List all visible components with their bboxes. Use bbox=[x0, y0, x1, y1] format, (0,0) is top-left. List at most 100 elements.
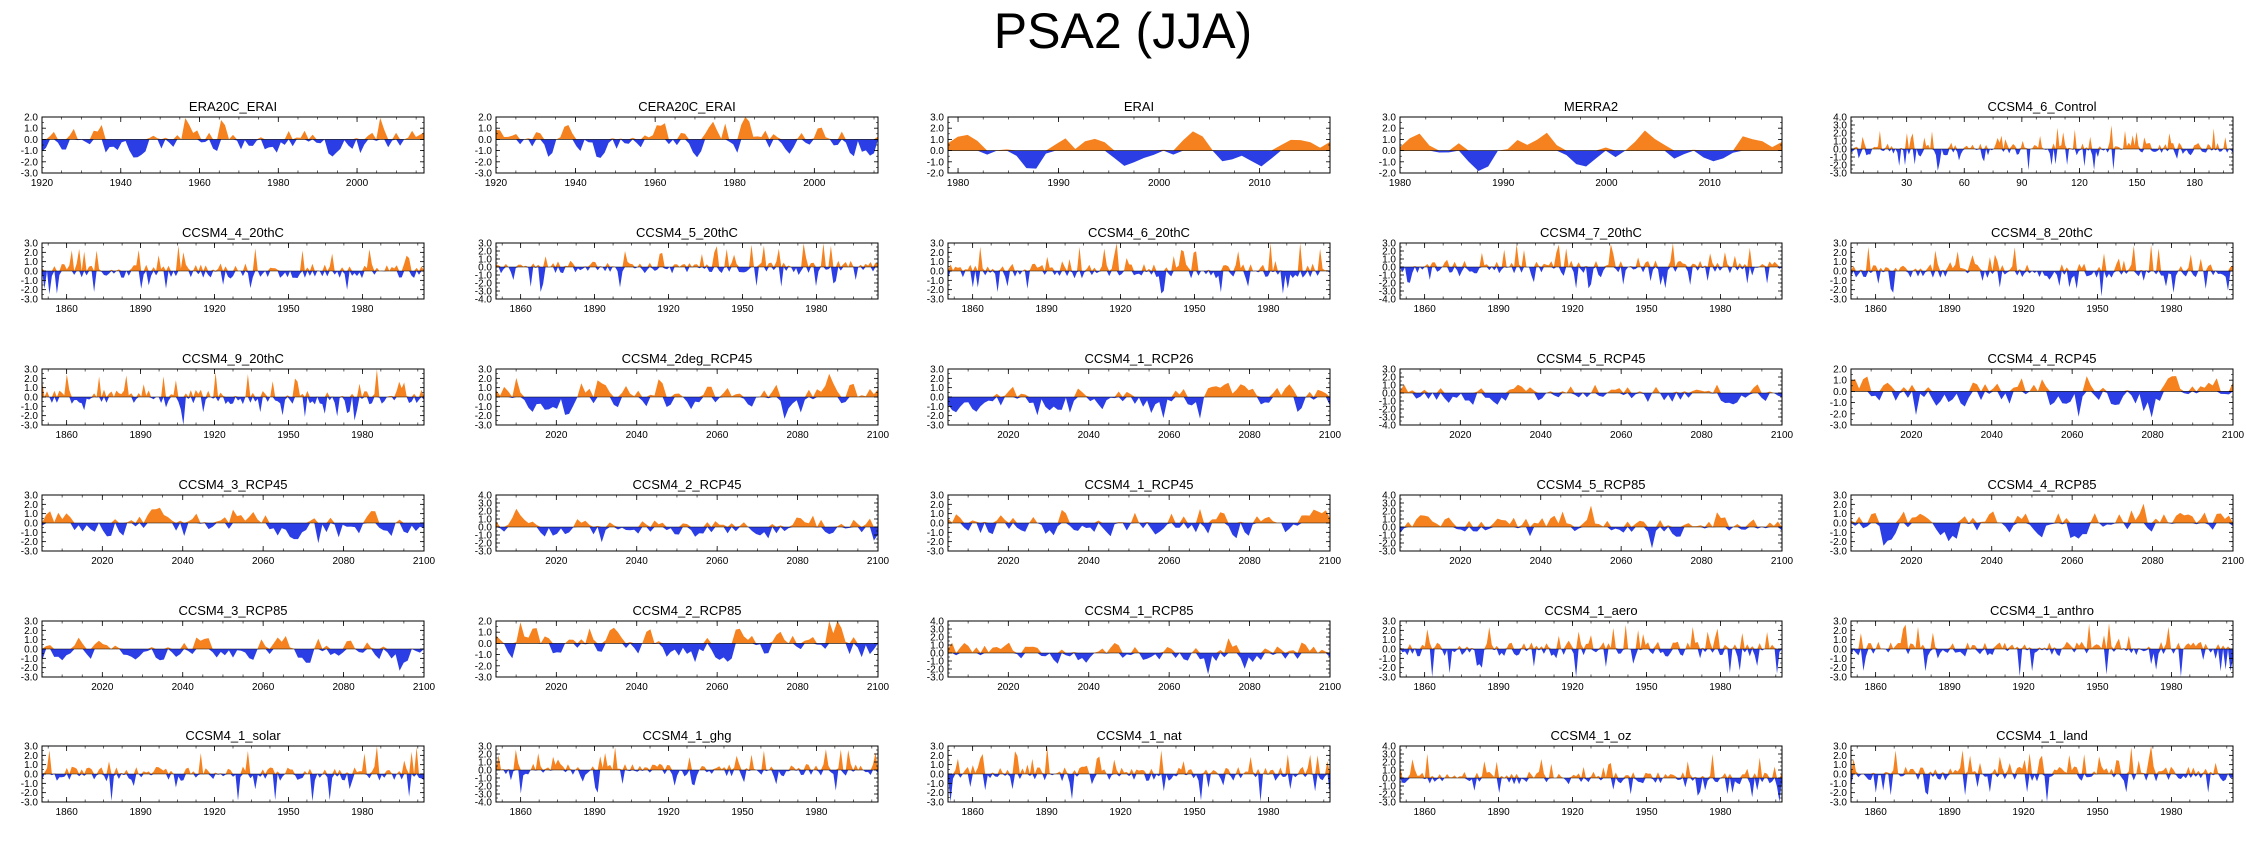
x-tick-label: 2080 bbox=[2141, 430, 2164, 441]
y-tick-label: 1.0 bbox=[1833, 635, 1847, 646]
x-tick-label: 2010 bbox=[1699, 178, 1722, 189]
panel-ccsm4-1-oz: CCSM4_1_oz 4.03.02.01.00.0-1.0-2.0-3.0 186… bbox=[1379, 728, 1783, 818]
negative-area bbox=[496, 267, 878, 292]
y-tick-label: 0.0 bbox=[478, 639, 492, 650]
panel-ccsm4-6-control: CCSM4_6_Control 4.03.02.01.00.0-1.0-2.0-3… bbox=[1830, 99, 2234, 189]
y-tick-label: -2.0 bbox=[927, 411, 945, 422]
positive-area bbox=[1851, 376, 2233, 392]
x-tick-label: 1950 bbox=[1183, 807, 1206, 818]
y-tick-label: 1.0 bbox=[930, 760, 944, 771]
positive-area bbox=[948, 131, 1330, 151]
y-tick-label: 0.0 bbox=[930, 649, 944, 660]
x-tick-label: 1890 bbox=[129, 304, 152, 315]
panel-title: CCSM4_6_20thC bbox=[1088, 225, 1190, 240]
x-tick-label: 1920 bbox=[1109, 304, 1132, 315]
x-tick-label: 2060 bbox=[706, 430, 729, 441]
x-tick-label: 2040 bbox=[1981, 556, 2004, 567]
positive-area bbox=[1400, 753, 1782, 778]
x-tick-label: 2060 bbox=[1158, 682, 1181, 693]
y-tick-label: 3.0 bbox=[930, 113, 944, 124]
x-tick-label: 2040 bbox=[172, 682, 195, 693]
y-tick-label: -4.0 bbox=[1379, 295, 1397, 306]
panel-ccsm4-5-rcp85: CCSM4_5_RCP85 4.03.02.01.00.0-1.0-2.0-3.0… bbox=[1379, 477, 1794, 567]
negative-area bbox=[1400, 150, 1782, 171]
y-tick-label: 1.0 bbox=[930, 641, 944, 652]
y-tick-label: 3.0 bbox=[1382, 113, 1396, 124]
x-tick-label: 1920 bbox=[2012, 304, 2035, 315]
y-tick-label: 1.0 bbox=[24, 509, 38, 520]
y-tick-label: -3.0 bbox=[21, 547, 39, 558]
y-tick-label: -2.0 bbox=[927, 788, 945, 799]
positive-area bbox=[496, 373, 878, 397]
y-tick-label: -3.0 bbox=[21, 169, 39, 180]
x-tick-label: 2020 bbox=[545, 556, 568, 567]
y-tick-label: -1.0 bbox=[1830, 398, 1848, 409]
positive-area bbox=[1851, 503, 2233, 523]
panel-title: CCSM4_5_RCP85 bbox=[1536, 477, 1645, 492]
positive-area bbox=[42, 117, 424, 140]
x-tick-label: 1920 bbox=[1561, 304, 1584, 315]
y-tick-label: 2.0 bbox=[478, 113, 492, 124]
x-tick-label: 1920 bbox=[31, 178, 54, 189]
positive-area bbox=[1400, 384, 1782, 393]
y-tick-label: -3.0 bbox=[927, 295, 945, 306]
positive-area bbox=[1851, 245, 2233, 271]
x-tick-label: 1950 bbox=[277, 807, 300, 818]
y-tick-label: -1.0 bbox=[21, 528, 39, 539]
y-tick-label: -1.0 bbox=[21, 276, 39, 287]
y-tick-label: 2.0 bbox=[478, 507, 492, 518]
panel-ccsm4-1-solar: CCSM4_1_solar 3.02.01.00.0-1.0-2.0-3.0 186… bbox=[21, 728, 425, 818]
y-tick-label: -2.0 bbox=[475, 279, 493, 290]
y-tick-label: -4.0 bbox=[475, 798, 493, 809]
x-tick-label: 1960 bbox=[644, 178, 667, 189]
y-tick-label: 3.0 bbox=[478, 499, 492, 510]
y-tick-label: 1.0 bbox=[24, 124, 38, 135]
x-tick-label: 2020 bbox=[1900, 430, 1923, 441]
panel-ccsm4-3-rcp45: CCSM4_3_RCP45 3.02.01.00.0-1.0-2.0-3.0 202… bbox=[21, 477, 436, 567]
y-tick-label: 0.0 bbox=[930, 770, 944, 781]
positive-area bbox=[948, 508, 1330, 523]
y-tick-label: 0.0 bbox=[930, 146, 944, 157]
y-tick-label: 1.0 bbox=[1382, 635, 1396, 646]
panel-title: MERRA2 bbox=[1564, 99, 1618, 114]
panel-title: CCSM4_1_ghg bbox=[643, 728, 732, 743]
y-tick-label: 1.0 bbox=[24, 760, 38, 771]
y-tick-label: -2.0 bbox=[1830, 788, 1848, 799]
x-tick-label: 2080 bbox=[1238, 682, 1261, 693]
x-tick-label: 2020 bbox=[1449, 556, 1472, 567]
panel-ccsm4-1-rcp85: CCSM4_1_RCP85 4.03.02.01.00.0-1.0-2.0-3.0… bbox=[927, 603, 1342, 693]
positive-area bbox=[42, 369, 424, 397]
negative-area bbox=[1400, 267, 1782, 289]
y-tick-label: -3.0 bbox=[21, 798, 39, 809]
y-tick-label: 1.0 bbox=[1382, 381, 1396, 392]
y-tick-label: 2.0 bbox=[1382, 373, 1396, 384]
negative-area bbox=[1851, 649, 2233, 677]
negative-area bbox=[948, 271, 1330, 294]
panel-title: CCSM4_1_oz bbox=[1551, 728, 1632, 743]
x-tick-label: 2100 bbox=[413, 682, 436, 693]
y-tick-label: 1.0 bbox=[478, 758, 492, 769]
x-tick-label: 2010 bbox=[1249, 178, 1272, 189]
y-tick-label: -1.0 bbox=[21, 146, 39, 157]
x-tick-label: 1990 bbox=[1047, 178, 1070, 189]
x-tick-label: 1920 bbox=[203, 807, 226, 818]
panel-title: CCSM4_4_20thC bbox=[182, 225, 284, 240]
y-tick-label: 3.0 bbox=[478, 239, 492, 250]
y-tick-label: -3.0 bbox=[927, 421, 945, 432]
y-tick-label: -2.0 bbox=[1379, 169, 1397, 180]
x-tick-label: 2060 bbox=[1610, 430, 1633, 441]
y-tick-label: 3.0 bbox=[930, 491, 944, 502]
y-tick-label: 1.0 bbox=[1382, 135, 1396, 146]
y-tick-label: 0.0 bbox=[1382, 645, 1396, 656]
x-tick-label: 1920 bbox=[1561, 682, 1584, 693]
panel-title: CCSM4_1_land bbox=[1996, 728, 2088, 743]
positive-area bbox=[1851, 623, 2233, 649]
x-tick-label: 1940 bbox=[110, 178, 133, 189]
y-tick-label: -1.0 bbox=[475, 531, 493, 542]
x-tick-label: 2020 bbox=[997, 682, 1020, 693]
y-tick-label: -1.0 bbox=[475, 774, 493, 785]
y-tick-label: -1.0 bbox=[21, 654, 39, 665]
panel-title: CCSM4_2_RCP45 bbox=[632, 477, 741, 492]
x-tick-label: 1890 bbox=[583, 304, 606, 315]
